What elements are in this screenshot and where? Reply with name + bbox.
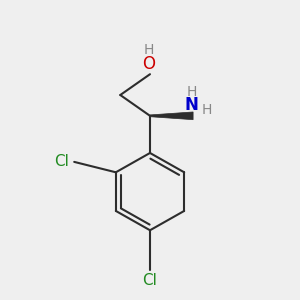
Polygon shape [150,112,193,120]
Text: N: N [185,96,199,114]
Text: Cl: Cl [142,273,158,288]
Text: H: H [143,43,154,57]
Text: H: H [202,103,212,117]
Text: H: H [186,85,197,100]
Text: O: O [142,55,155,73]
Text: Cl: Cl [54,154,69,169]
